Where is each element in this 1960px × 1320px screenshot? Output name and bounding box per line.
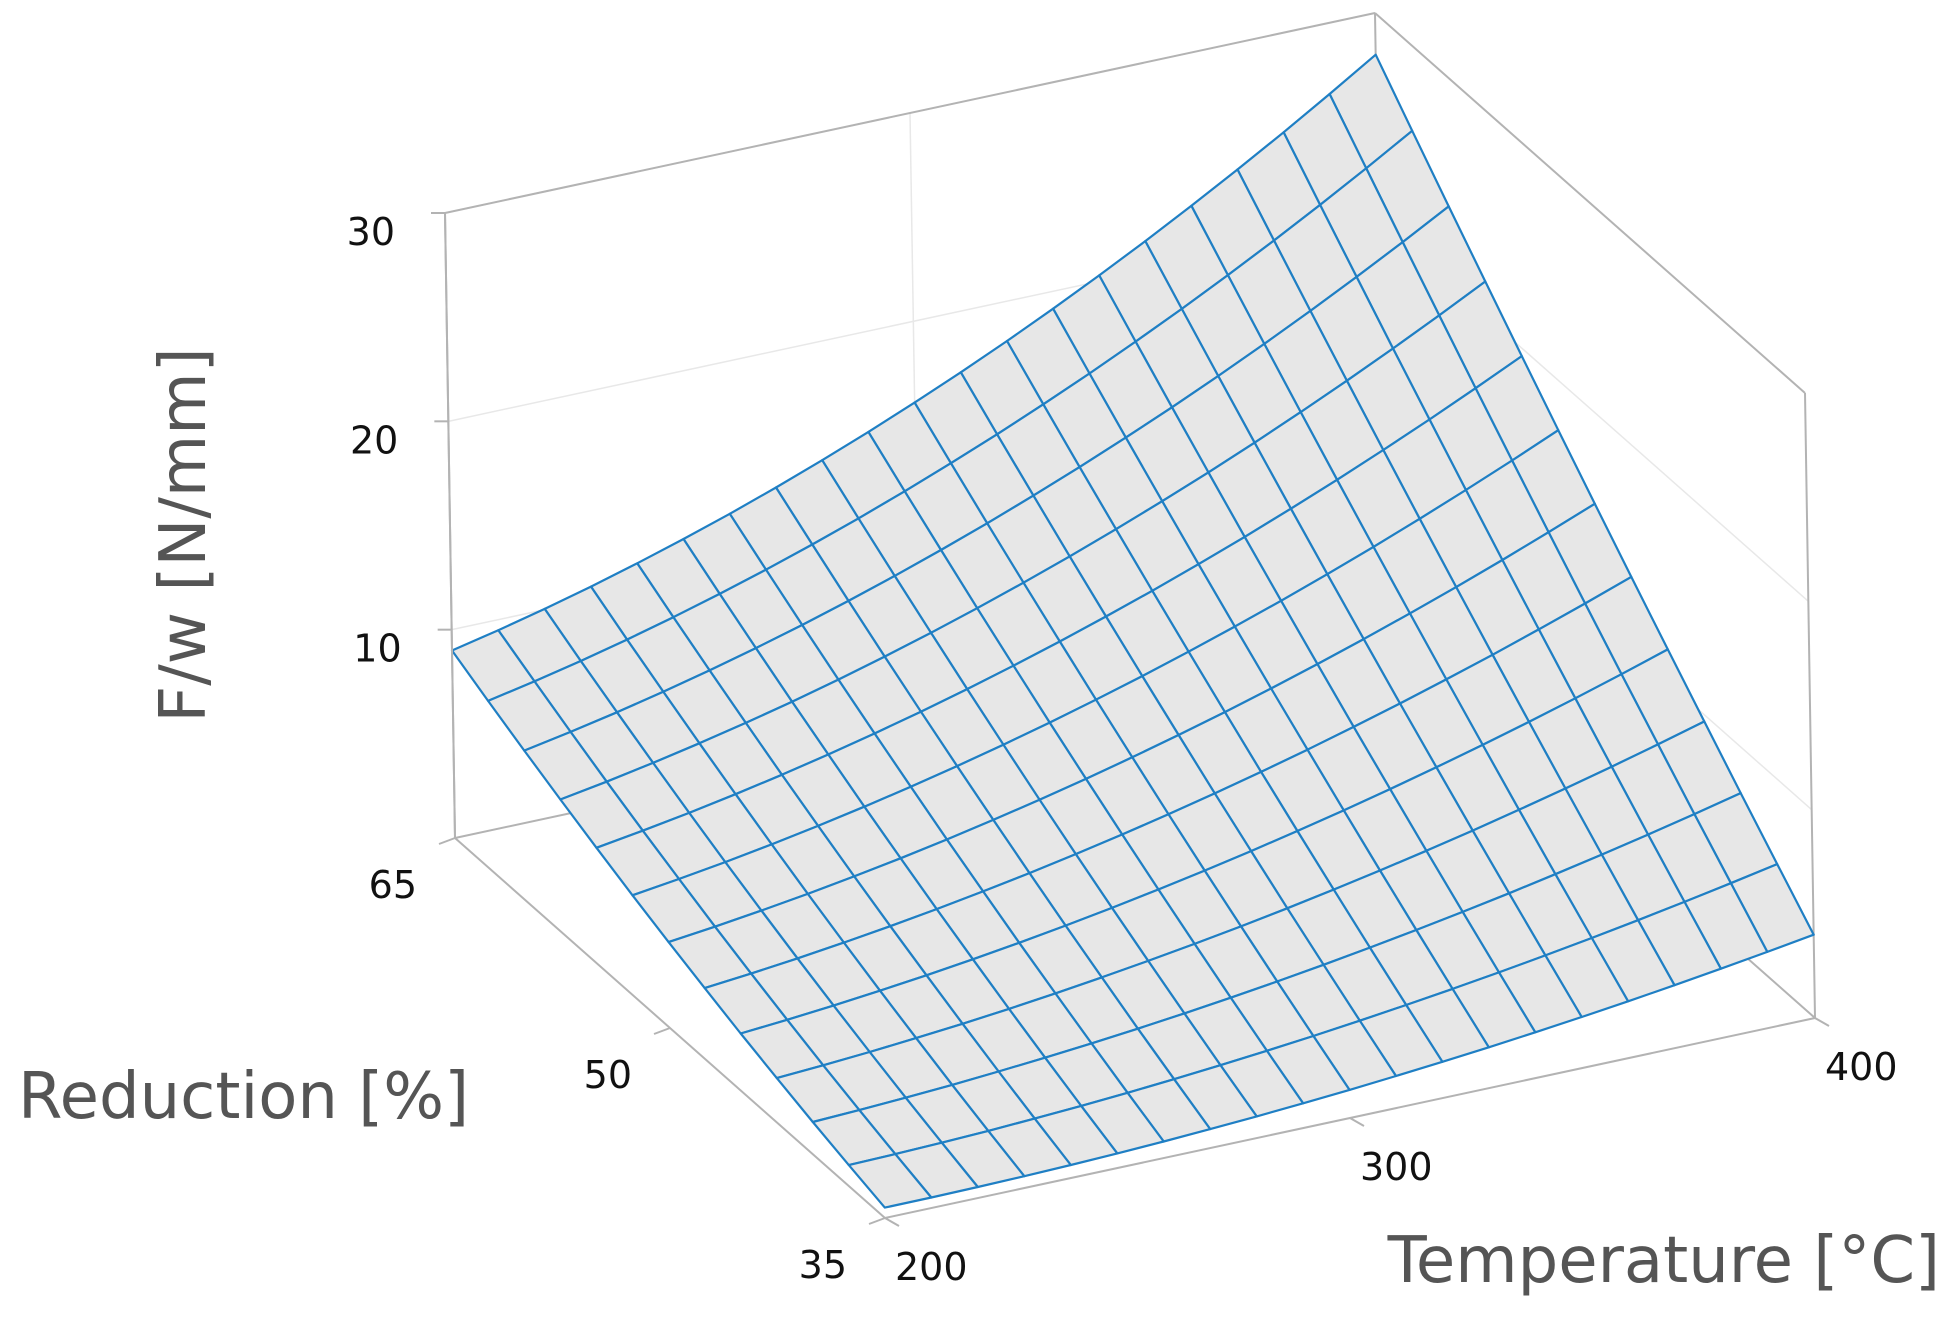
box-edge [444, 12, 1376, 214]
y-tick-mark [653, 1027, 671, 1035]
box-edge [1804, 392, 1816, 1019]
z-axis-title: F/w [N/mm] [147, 347, 221, 722]
x-tick-mark [1814, 1017, 1830, 1027]
box-edge [1374, 12, 1806, 394]
x-tick-mark [1349, 1117, 1365, 1127]
z-tick-label: 20 [350, 418, 398, 462]
y-tick-mark [438, 837, 456, 845]
surface-cell [847, 1152, 933, 1209]
y-tick-label: 65 [369, 863, 417, 907]
x-tick-label: 300 [1360, 1145, 1433, 1189]
y-tick-label: 50 [584, 1053, 632, 1097]
response-surface [450, 53, 1815, 1209]
x-tick-mark [884, 1217, 900, 1227]
x-axis-title: Temperature [°C] [1387, 1224, 1940, 1298]
z-axis-line [444, 212, 456, 839]
x-tick-label: 400 [1825, 1045, 1898, 1089]
y-axis-title: Reduction [%] [18, 1060, 469, 1134]
axis-ticks: 200 300 400 35 50 65 10 20 30 [347, 210, 1898, 1289]
z-tick-label: 30 [347, 210, 395, 254]
y-tick-label: 35 [799, 1243, 847, 1287]
z-tick-label: 10 [353, 627, 401, 671]
x-tick-label: 200 [895, 1245, 968, 1289]
y-tick-mark [868, 1217, 886, 1225]
